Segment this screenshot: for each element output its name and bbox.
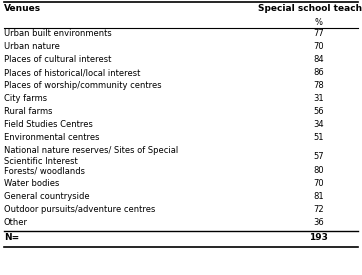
Text: 86: 86 (313, 68, 324, 77)
Text: City farms: City farms (4, 94, 47, 103)
Text: Outdoor pursuits/adventure centres: Outdoor pursuits/adventure centres (4, 205, 155, 214)
Text: Places of cultural interest: Places of cultural interest (4, 55, 111, 64)
Text: 34: 34 (313, 120, 324, 129)
Text: National nature reserves/ Sites of Special
Scientific Interest: National nature reserves/ Sites of Speci… (4, 146, 178, 166)
Text: 36: 36 (313, 218, 324, 227)
Text: Field Studies Centres: Field Studies Centres (4, 120, 93, 129)
Text: Environmental centres: Environmental centres (4, 133, 100, 142)
Text: 31: 31 (313, 94, 324, 103)
Text: Forests/ woodlands: Forests/ woodlands (4, 166, 85, 175)
Text: Water bodies: Water bodies (4, 179, 59, 188)
Text: 81: 81 (313, 192, 324, 201)
Text: Special school teachers: Special school teachers (258, 4, 362, 13)
Text: 72: 72 (313, 205, 324, 214)
Text: Urban nature: Urban nature (4, 42, 60, 51)
Text: 70: 70 (313, 179, 324, 188)
Text: 70: 70 (313, 42, 324, 51)
Text: Other: Other (4, 218, 28, 227)
Text: 193: 193 (309, 233, 328, 242)
Text: Rural farms: Rural farms (4, 107, 52, 116)
Text: %: % (315, 18, 323, 27)
Text: General countryside: General countryside (4, 192, 90, 201)
Text: Places of worship/community centres: Places of worship/community centres (4, 81, 161, 90)
Text: Venues: Venues (4, 4, 41, 13)
Text: 51: 51 (313, 133, 324, 142)
Text: Places of historical/local interest: Places of historical/local interest (4, 68, 140, 77)
Text: 80: 80 (313, 166, 324, 175)
Text: 56: 56 (313, 107, 324, 116)
Text: 57: 57 (313, 152, 324, 161)
Text: 77: 77 (313, 29, 324, 38)
Text: 84: 84 (313, 55, 324, 64)
Text: Urban built environments: Urban built environments (4, 29, 112, 38)
Text: N=: N= (4, 233, 19, 242)
Text: 78: 78 (313, 81, 324, 90)
